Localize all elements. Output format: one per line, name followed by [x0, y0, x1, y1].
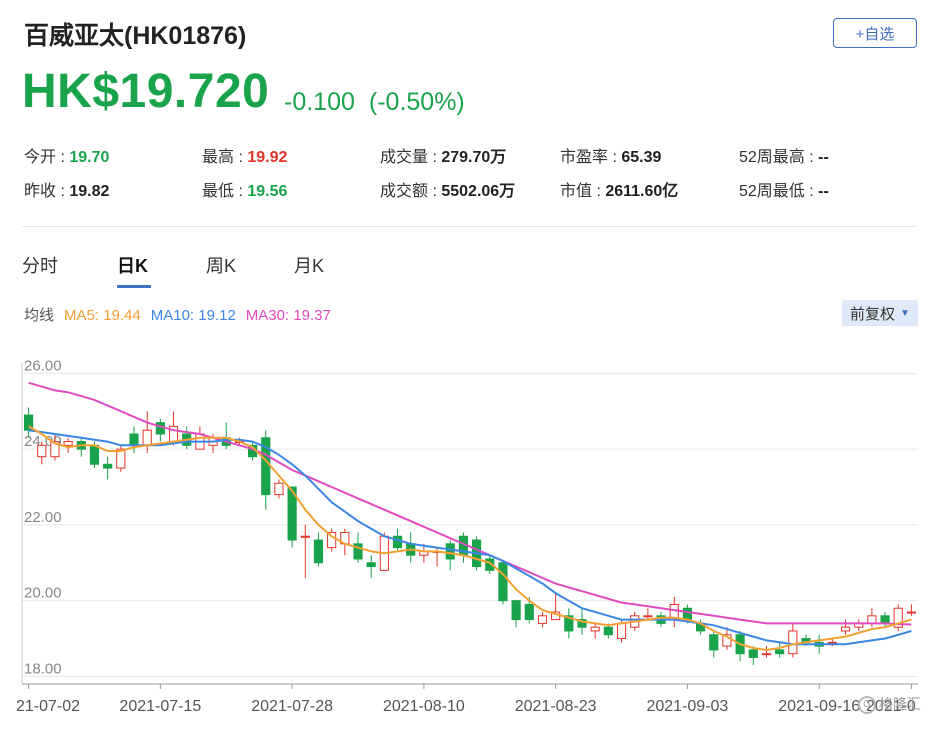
- candle-body: [142, 429, 152, 446]
- candle-body: [537, 615, 548, 624]
- change-amount: -0.100: [284, 88, 355, 116]
- candle-body: [129, 433, 139, 446]
- stat-pe: 市盈率 : 65.39: [560, 149, 662, 166]
- logo-icon: G: [858, 696, 876, 715]
- candle-body: [24, 414, 34, 431]
- candle-body: [564, 615, 574, 632]
- stat-market-cap: 市值 : 2611.60亿: [560, 183, 679, 200]
- candle-body: [392, 535, 403, 549]
- quote-stats: 今开 : 19.70 最高 : 19.92 成交量 : 279.70万 市盈率 …: [24, 143, 924, 211]
- y-tick-label: 20.00: [24, 585, 62, 602]
- candle-body: [577, 619, 587, 628]
- candle-body: [37, 444, 47, 458]
- tab-monthly-k[interactable]: 月K: [294, 256, 325, 276]
- ma5-line: [28, 425, 912, 651]
- x-tick-label: 2021-09-03: [646, 698, 728, 715]
- ma-legend: 均线 MA5: 19.44 MA10: 19.12 MA30: 19.37: [24, 304, 341, 325]
- x-tick-label: 21-07-02: [16, 698, 80, 715]
- ma-legend-label: 均线: [24, 307, 55, 324]
- watermark: G 格隆汇: [858, 694, 921, 715]
- add-watchlist-button[interactable]: +自选: [833, 18, 917, 48]
- x-tick-label: 2021-07-28: [251, 698, 333, 715]
- stat-open: 今开 : 19.70: [24, 149, 110, 166]
- y-tick-label: 22.00: [24, 509, 62, 526]
- price-adjust-dropdown[interactable]: 前复权 ▼: [842, 300, 918, 326]
- candle-body: [485, 558, 495, 571]
- candle-body: [155, 422, 165, 435]
- candle-body: [775, 649, 785, 655]
- caret-down-icon: ▼: [900, 307, 910, 319]
- stats-row: 今开 : 19.70 最高 : 19.92 成交量 : 279.70万 市盈率 …: [24, 143, 924, 177]
- stats-row: 昨收 : 19.82 最低 : 19.56 成交额 : 5502.06万 市值 …: [24, 177, 924, 211]
- candle-body: [327, 531, 337, 549]
- x-tick-label: 2021-08-23: [515, 698, 597, 715]
- candle-body: [867, 615, 877, 624]
- candle-body: [353, 543, 363, 560]
- candle-body: [313, 539, 324, 564]
- candle-body: [709, 634, 719, 651]
- current-price: HK$19.720: [22, 65, 270, 118]
- active-tab-indicator: [117, 285, 151, 288]
- change-percent: (-0.50%): [368, 88, 465, 116]
- stat-low: 最低 : 19.56: [202, 183, 288, 200]
- candle-body: [511, 600, 521, 621]
- x-tick-label: 2021-0: [866, 698, 916, 715]
- candle-body: [50, 441, 60, 458]
- candle-body: [116, 448, 126, 469]
- stat-volume: 成交量 : 279.70万: [380, 149, 507, 166]
- candle-body: [682, 607, 692, 621]
- candle-body: [63, 441, 73, 446]
- candle-body: [643, 615, 653, 618]
- candle-body: [498, 562, 508, 602]
- candle-body: [616, 622, 627, 640]
- candle-body: [761, 653, 772, 656]
- stat-52w-high: 52周最高 : --: [739, 149, 829, 166]
- x-tick-label: 2021-07-15: [119, 698, 201, 715]
- candle-body: [366, 562, 376, 568]
- watermark-text: 格隆汇: [879, 696, 921, 712]
- candle-body: [103, 463, 113, 469]
- stat-prev-close: 昨收 : 19.82: [24, 183, 110, 200]
- candle-body: [840, 626, 851, 632]
- candle-body: [827, 641, 837, 644]
- candle-body: [788, 630, 798, 655]
- candle-body: [722, 634, 732, 647]
- candle-body: [590, 626, 600, 632]
- divider: [22, 226, 918, 227]
- candle-body: [274, 482, 284, 496]
- candle-body: [300, 535, 310, 538]
- candle-body: [89, 444, 100, 465]
- x-tick-label: 2021-08-10: [383, 698, 465, 715]
- ma30-legend: MA30: 19.37: [245, 307, 331, 324]
- ma5-legend: MA5: 19.44: [64, 307, 141, 324]
- ma30-line: [28, 381, 912, 626]
- candle-body: [603, 626, 613, 636]
- candle-body: [880, 615, 890, 624]
- candle-body: [748, 649, 758, 658]
- tab-intraday[interactable]: 分时: [22, 256, 58, 276]
- candle-body: [524, 603, 534, 621]
- stock-title: 百威亚太(HK01876): [24, 22, 247, 50]
- stat-turnover: 成交额 : 5502.06万: [380, 183, 516, 200]
- candle-body: [287, 486, 297, 541]
- y-tick-label: 18.00: [24, 660, 62, 677]
- price-adjust-label: 前复权: [850, 305, 896, 323]
- candle-body: [906, 611, 916, 614]
- price-change: -0.100 (-0.50%): [284, 88, 465, 117]
- y-tick-label: 26.00: [24, 357, 62, 374]
- candle-body: [893, 607, 903, 628]
- stat-high: 最高 : 19.92: [202, 149, 288, 166]
- x-tick-label: 2021-09-16: [778, 698, 860, 715]
- ma10-legend: MA10: 19.12: [150, 307, 236, 324]
- tab-weekly-k[interactable]: 周K: [206, 256, 237, 276]
- ma10-line: [28, 429, 912, 646]
- candle-body: [445, 543, 455, 560]
- stat-52w-low: 52周最低 : --: [739, 183, 829, 200]
- tab-daily-k[interactable]: 日K: [117, 256, 148, 276]
